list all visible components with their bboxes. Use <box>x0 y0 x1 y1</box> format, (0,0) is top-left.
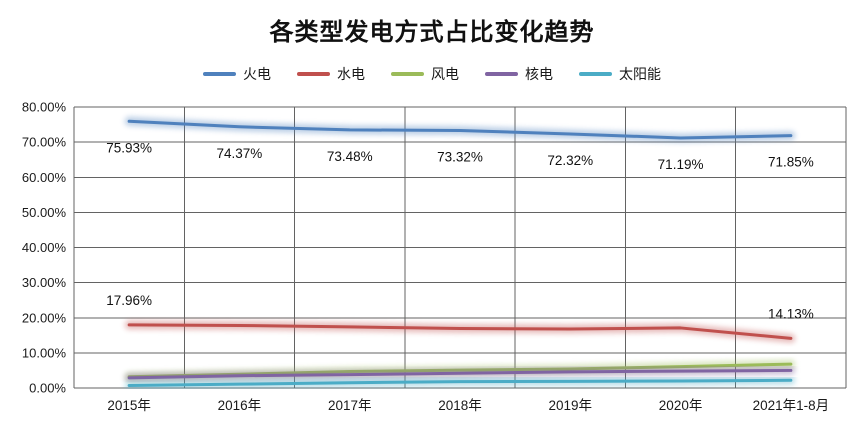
chart-legend: 火电 水电 风电 核电 太阳能 <box>0 64 864 84</box>
data-label-thermal: 73.48% <box>327 149 373 164</box>
legend-swatch-hydro <box>297 72 330 76</box>
data-label-hydro: 17.96% <box>106 293 152 308</box>
series-line-solar <box>127 378 793 388</box>
legend-label-solar: 太阳能 <box>619 66 661 82</box>
data-label-thermal: 73.32% <box>437 149 483 164</box>
legend-swatch-solar <box>579 72 612 76</box>
x-tick-label: 2019年 <box>549 398 593 413</box>
x-tick-label: 2015年 <box>107 398 151 413</box>
y-tick-label: 70.00% <box>22 135 67 150</box>
chart-title: 各类型发电方式占比变化趋势 <box>269 19 595 46</box>
legend-swatch-wind <box>391 72 424 76</box>
legend-label-wind: 风电 <box>431 66 459 82</box>
legend-item-wind: 风电 <box>391 64 459 84</box>
y-tick-label: 0.00% <box>29 381 66 396</box>
y-tick-label: 30.00% <box>22 275 67 290</box>
data-label-thermal: 72.32% <box>547 153 593 168</box>
legend-item-solar: 太阳能 <box>579 64 661 84</box>
series-glow-hydro <box>124 320 796 343</box>
legend-swatch-nuclear <box>485 72 518 76</box>
x-tick-label: 2016年 <box>218 398 262 413</box>
legend-label-hydro: 水电 <box>337 66 365 82</box>
legend-swatch-thermal <box>203 72 236 76</box>
series-line-thermal <box>127 119 793 140</box>
series-line-hydro <box>127 323 793 340</box>
legend-item-hydro: 水电 <box>297 64 365 84</box>
data-label-thermal: 71.85% <box>768 155 814 170</box>
x-tick-label: 2021年1-8月 <box>753 398 830 413</box>
data-label-thermal: 71.19% <box>658 157 704 172</box>
y-tick-label: 80.00% <box>22 100 67 115</box>
data-label-hydro: 14.13% <box>768 306 814 321</box>
y-tick-label: 40.00% <box>22 240 67 255</box>
data-label-thermal: 74.37% <box>217 146 263 161</box>
y-tick-label: 20.00% <box>22 310 67 325</box>
y-tick-label: 60.00% <box>22 170 67 185</box>
x-tick-label: 2017年 <box>328 398 372 413</box>
series-line-nuclear <box>127 368 793 380</box>
y-tick-label: 50.00% <box>22 205 67 220</box>
y-tick-label: 10.00% <box>22 345 67 360</box>
data-label-thermal: 75.93% <box>106 140 152 155</box>
legend-item-nuclear: 核电 <box>485 64 553 84</box>
x-tick-label: 2020年 <box>659 398 703 413</box>
legend-item-thermal: 火电 <box>203 64 271 84</box>
legend-label-nuclear: 核电 <box>525 66 553 82</box>
legend-label-thermal: 火电 <box>243 66 271 82</box>
x-tick-label: 2018年 <box>438 398 482 413</box>
